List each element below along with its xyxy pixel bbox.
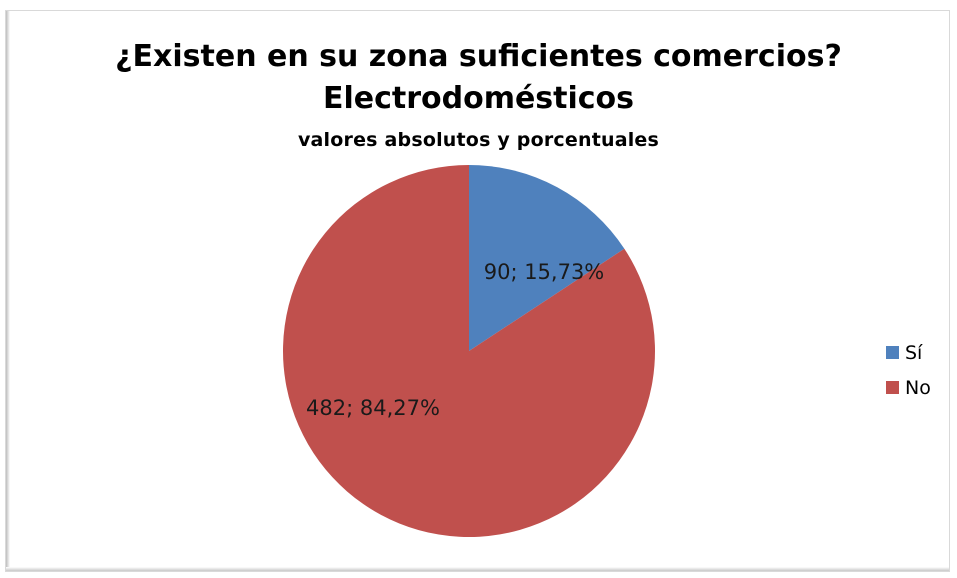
data-label-si: 90; 15,73% — [484, 260, 605, 284]
legend-entry-no: No — [886, 376, 956, 399]
pie-slice-si — [469, 165, 625, 351]
chart-area: ¿Existen en su zona suficientes comercio… — [5, 10, 950, 572]
pie-chart: 90; 15,73% 482; 84,27% — [283, 165, 655, 537]
pie-data-labels: 90; 15,73% 482; 84,27% — [306, 260, 604, 420]
chart-title-line-2: Electrodomésticos — [322, 81, 635, 116]
legend-entry-si: Sí — [886, 341, 956, 364]
legend-label-no: No — [905, 376, 931, 399]
legend: Sí No — [886, 341, 956, 411]
data-label-no: 482; 84,27% — [306, 396, 440, 420]
legend-label-si: Sí — [905, 341, 923, 364]
legend-swatch-no — [886, 381, 899, 394]
legend-swatch-si — [886, 346, 899, 359]
pie-slices — [283, 165, 655, 537]
pie-slice-no — [283, 165, 655, 537]
chart-subtitle: valores absolutos y porcentuales — [297, 129, 660, 151]
chart-title: ¿Existen en su zona suficientes comercio… — [115, 39, 842, 74]
